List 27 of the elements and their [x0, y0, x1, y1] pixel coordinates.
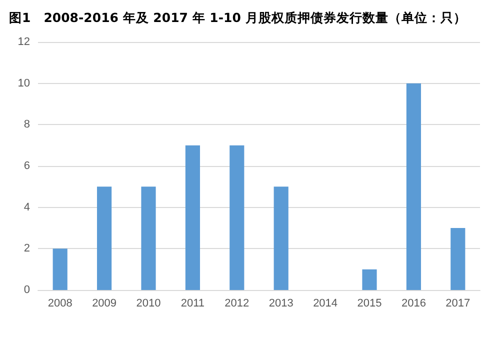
- y-tick-label: 4: [24, 201, 30, 214]
- x-tick-label: 2016: [401, 298, 426, 310]
- y-tick-label: 2: [24, 242, 30, 255]
- x-tick-label: 2009: [92, 298, 117, 310]
- x-tick-label: 2010: [136, 298, 161, 310]
- x-tick-label: 2015: [357, 298, 382, 310]
- bar: [52, 248, 68, 290]
- chart-title: 图1 2008-2016 年及 2017 年 1-10 月股权质押债券发行数量（单位：只）: [9, 10, 466, 25]
- y-tick-label: 6: [24, 160, 30, 172]
- bar: [362, 269, 377, 290]
- x-tick-label: 2017: [446, 298, 470, 310]
- bar: [450, 228, 466, 290]
- x-tick-label: 2014: [313, 298, 338, 310]
- bar: [141, 186, 156, 290]
- bar: [406, 83, 421, 290]
- x-tick-label: 2008: [48, 298, 72, 310]
- x-tick-label: 2011: [180, 298, 205, 310]
- y-tick-label: 12: [18, 36, 30, 48]
- bar: [185, 145, 200, 290]
- y-tick-label: 10: [18, 77, 30, 90]
- bar: [97, 186, 112, 290]
- x-tick-label: 2013: [268, 298, 294, 310]
- x-tick-label: 2012: [224, 298, 250, 310]
- bar: [274, 186, 288, 290]
- bar: [230, 145, 244, 290]
- y-tick-label: 8: [24, 118, 30, 131]
- y-tick-label: 0: [24, 284, 30, 296]
